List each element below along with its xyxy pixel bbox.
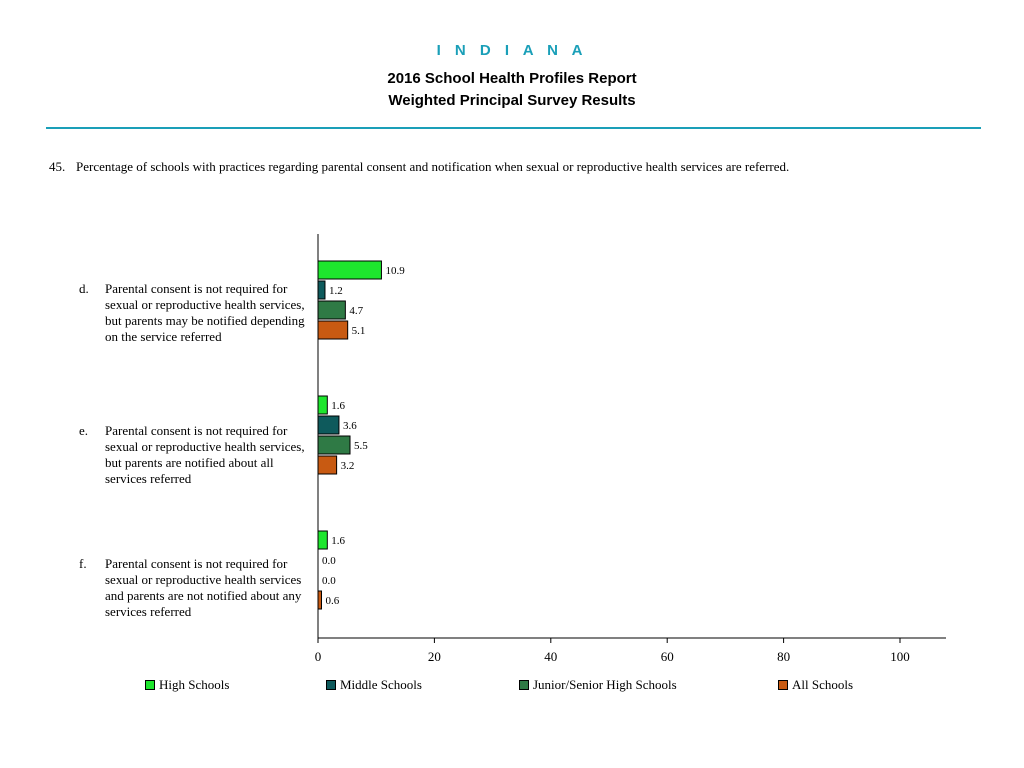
header-divider	[46, 127, 981, 129]
question-text: 45. Percentage of schools with practices …	[49, 159, 789, 175]
legend-item-high-schools: High Schools	[145, 677, 229, 693]
bar	[317, 590, 322, 610]
bar	[317, 395, 328, 415]
x-tick-label: 0	[315, 649, 322, 664]
bar	[317, 300, 346, 320]
category-label-line: services referred	[105, 604, 192, 619]
category-label: Parental consent is not required for sex…	[105, 423, 320, 487]
category-label-line: but parents may be notified depending	[105, 313, 305, 328]
category-label: Parental consent is not required for sex…	[105, 556, 320, 620]
legend-label: Junior/Senior High Schools	[533, 677, 677, 692]
bar-value-label: 3.6	[343, 420, 357, 432]
category-label-line: Parental consent is not required for	[105, 556, 288, 571]
report-subtitle: Weighted Principal Survey Results	[388, 92, 636, 109]
bar-value-label: 1.2	[329, 285, 343, 297]
state-name: I N D I A N A	[436, 42, 588, 59]
legend-swatch	[326, 680, 336, 691]
legend-item-all-schools: All Schools	[778, 677, 853, 693]
bar	[317, 455, 338, 475]
category-letter: e.	[79, 423, 89, 438]
bar	[317, 280, 326, 300]
bar-value-label: 3.2	[341, 460, 355, 472]
legend-label: High Schools	[159, 677, 230, 692]
legend-swatch	[519, 680, 529, 691]
legend-label: All Schools	[792, 677, 854, 692]
bar	[317, 530, 328, 550]
x-tick-label: 80	[777, 649, 790, 664]
bar-value-label: 1.6	[331, 535, 345, 547]
question-body: Percentage of schools with practices reg…	[76, 159, 790, 174]
x-tick-label: 100	[890, 649, 910, 664]
legend-label: Middle Schools	[340, 677, 422, 692]
bar	[317, 415, 340, 435]
category-letter: d.	[79, 281, 89, 296]
legend-item-junior-senior-high-schools: Junior/Senior High Schools	[519, 677, 677, 693]
x-tick-label: 20	[428, 649, 441, 664]
category-label-line: but parents are notified about all	[105, 455, 274, 470]
legend-swatch	[145, 680, 155, 691]
category-label-line: Parental consent is not required for	[105, 281, 288, 296]
bar-value-label: 0.6	[325, 595, 339, 607]
question-number: 45.	[49, 159, 66, 174]
legend-item-middle-schools: Middle Schools	[326, 677, 422, 693]
legend-swatch	[778, 680, 788, 691]
bar-value-label: 4.7	[349, 305, 363, 317]
bar	[317, 435, 351, 455]
bar-value-label: 1.6	[331, 400, 345, 412]
bar-value-label: 5.5	[354, 440, 368, 452]
category-label-line: sexual or reproductive health services,	[105, 439, 305, 454]
bar-value-label: 5.1	[352, 325, 366, 337]
bar-value-label: 0.0	[322, 575, 336, 587]
report-title: 2016 School Health Profiles Report	[387, 70, 637, 87]
category-label: Parental consent is not required for sex…	[105, 281, 320, 345]
category-label-line: sexual or reproductive health services,	[105, 297, 305, 312]
bar	[317, 320, 349, 340]
category-label-line: services referred	[105, 471, 192, 486]
bar	[317, 260, 382, 280]
category-label-line: on the service referred	[105, 329, 222, 344]
category-label-line: sexual or reproductive health services	[105, 572, 302, 587]
category-label-line: Parental consent is not required for	[105, 423, 288, 438]
x-tick-label: 60	[661, 649, 674, 664]
x-tick-label: 40	[544, 649, 557, 664]
category-label-line: and parents are not notified about any	[105, 588, 302, 603]
category-letter: f.	[79, 556, 87, 571]
bar-value-label: 10.9	[385, 265, 405, 277]
bar-value-label: 0.0	[322, 555, 336, 567]
